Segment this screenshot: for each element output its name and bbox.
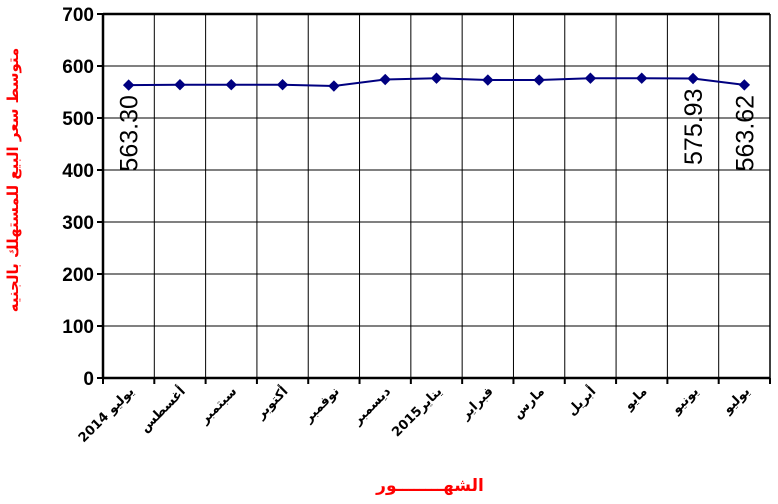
y-tick-label: 300 [62, 213, 94, 234]
data-label: 575.93 [680, 89, 708, 165]
x-tick-label: يوليو [720, 384, 753, 417]
y-tick-label: 0 [83, 369, 94, 390]
y-tick-label: 500 [62, 109, 94, 130]
y-tick-label: 200 [62, 265, 94, 286]
x-tick-label: نوفمبر [301, 384, 343, 426]
data-point [122, 79, 135, 91]
data-point [328, 80, 340, 92]
x-tick-label: ديسمبر [350, 384, 395, 429]
x-tick-label: مايو [621, 384, 651, 414]
x-tick-label: يوليو 2014 [76, 384, 138, 446]
data-label: 563.30 [116, 95, 144, 171]
data-point [379, 73, 391, 86]
data-labels: 563.30 575.93 563.62 [116, 89, 760, 172]
x-tick-label: سبتمبر [197, 384, 240, 427]
y-tick-label: 600 [62, 57, 94, 78]
gridlines [103, 12, 771, 378]
data-point [738, 79, 751, 91]
data-point [482, 74, 494, 86]
axes [101, 14, 770, 380]
data-point [636, 72, 648, 84]
x-tick-label: مارس [510, 384, 548, 422]
data-point [584, 72, 597, 84]
data-point [276, 79, 289, 91]
y-tick-label: 700 [62, 5, 94, 26]
x-tick-label: يناير2015 [389, 384, 445, 440]
x-tick-labels: يوليو 2014 أغسطس سبتمبر أكتوبر نوفمبر ديسمبري… [76, 378, 771, 446]
x-axis-title: الشهــــــــور [375, 476, 484, 496]
data-point [687, 72, 699, 85]
x-tick-label: فبراير [458, 384, 497, 423]
x-tick-label: أبريل [563, 383, 599, 419]
series-group [122, 72, 751, 92]
data-point [430, 72, 443, 84]
data-point [533, 74, 545, 86]
y-axis-title: متوسط سعر البيع للمستهلك بالجنيه [4, 48, 22, 313]
y-tick-label: 100 [62, 317, 94, 338]
data-label: 563.62 [731, 95, 759, 171]
data-point [225, 79, 237, 91]
x-tick-label: أغسطس [136, 383, 189, 436]
y-tick-label: 400 [62, 161, 94, 182]
y-tick-labels: 0 100 200 300 400 500 600 700 [62, 5, 103, 390]
data-point [174, 79, 186, 91]
x-tick-label: أكتوبر [251, 383, 291, 423]
x-tick-label: يونيو [668, 384, 701, 417]
